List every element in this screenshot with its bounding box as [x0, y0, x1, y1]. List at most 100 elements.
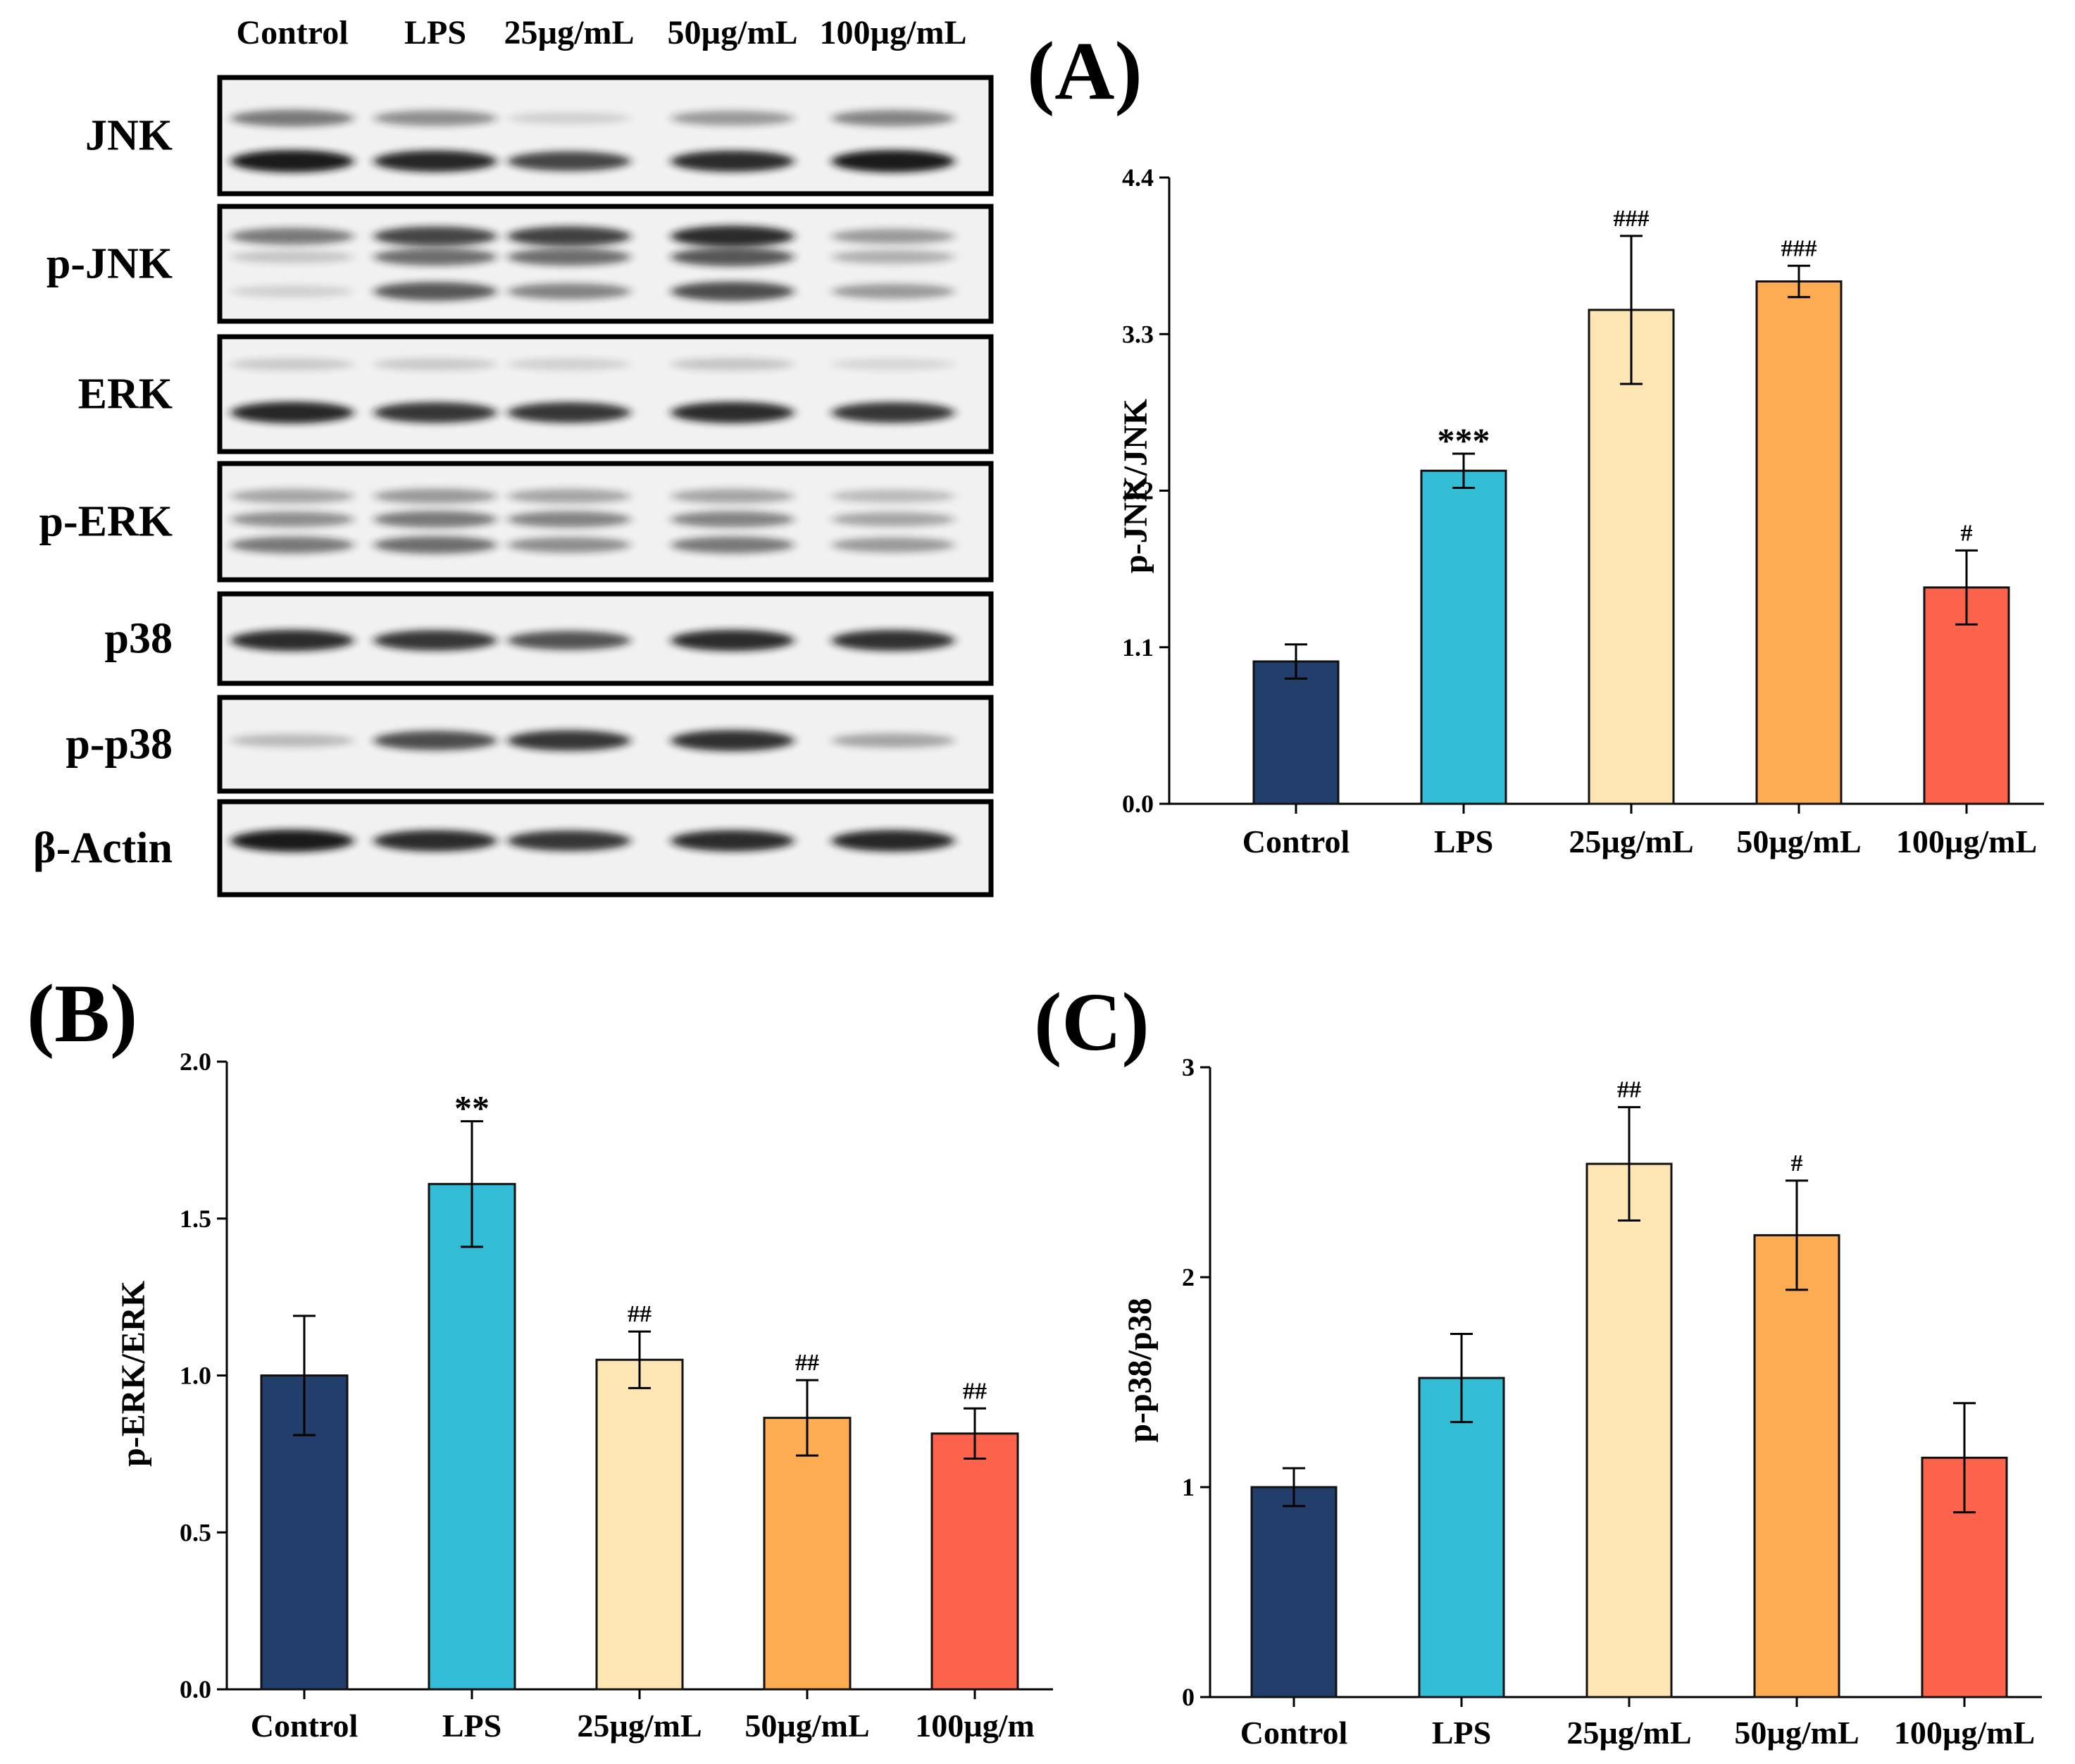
blot-membrane	[217, 75, 994, 197]
y-tick-label: 0.0	[180, 1675, 211, 1703]
blot-band	[831, 402, 955, 423]
x-category-label: LPS	[1434, 824, 1493, 859]
chart-b-p-erk: (B) 0.0 0.5 1.0 1.5 2.0 p-ERK/ERK Control ** LPS…	[27, 967, 1053, 1744]
blot-band	[671, 111, 795, 126]
blot-band	[507, 830, 631, 852]
y-axis-label: p-JNK/JNK	[1117, 399, 1154, 573]
blot-band	[507, 226, 631, 247]
blot-band	[230, 358, 354, 371]
bar	[428, 1183, 516, 1691]
blot-band	[230, 250, 354, 263]
significance-marker: ##	[1617, 1077, 1641, 1103]
chart-a-p-jnk: (A) 0.0 1.1 2.2 3.3 4.4 p-JNK/JNK Control *** LP…	[1027, 25, 2044, 859]
blot-band	[671, 402, 795, 423]
x-category-label: LPS	[442, 1708, 501, 1744]
blot-band	[831, 830, 955, 852]
significance-marker: ##	[628, 1301, 652, 1327]
x-category-label: 50µg/mL	[1736, 824, 1861, 859]
blot-band	[230, 829, 354, 852]
x-category-label: Control	[1242, 824, 1350, 859]
x-category-label: 50µg/mL	[744, 1708, 869, 1744]
blot-band	[507, 402, 631, 423]
x-category-label: LPS	[1432, 1715, 1491, 1751]
blot-band	[230, 285, 354, 297]
blot-membrane	[217, 334, 994, 454]
bar	[1252, 660, 1340, 805]
significance-marker: ##	[795, 1350, 819, 1376]
blot-band	[507, 283, 631, 300]
blot-band	[671, 536, 795, 554]
x-category-label: 25µg/mL	[1566, 1715, 1691, 1751]
blot-band	[373, 830, 497, 852]
blot-row-label: p38	[105, 615, 173, 663]
blot-band	[831, 537, 955, 553]
blot-band	[373, 488, 497, 504]
bar	[1250, 1486, 1338, 1698]
blot-band	[373, 110, 497, 126]
blot-row: p-JNK	[46, 204, 994, 324]
blot-lane-label: 100µg/mL	[820, 14, 967, 51]
blot-band	[831, 250, 955, 264]
x-category-label: 100µg/mL	[1894, 1715, 2035, 1751]
blot-band	[230, 489, 354, 504]
y-tick-label: 0.5	[180, 1518, 211, 1546]
blot-band	[507, 631, 631, 650]
blot-band	[373, 630, 497, 651]
blot-lane-label: 50µg/mL	[668, 14, 798, 51]
y-tick-label: 1.1	[1122, 633, 1154, 662]
y-axis-label: p-p38/p38	[1121, 1298, 1159, 1442]
blot-band	[671, 730, 795, 752]
bar	[1755, 280, 1843, 805]
blot-band	[507, 730, 631, 751]
blot-band	[373, 511, 497, 528]
blot-lane-label: Control	[236, 14, 348, 51]
blot-band	[373, 358, 497, 371]
x-category-label: 100µg/m	[915, 1708, 1035, 1744]
blot-band	[671, 629, 795, 652]
blot-row: p-ERK	[39, 461, 994, 583]
blot-band	[230, 629, 354, 652]
blot-band	[671, 150, 795, 172]
blot-band	[230, 536, 354, 554]
blot-band	[230, 228, 354, 245]
blot-band	[373, 248, 497, 266]
blot-row-label: p-JNK	[46, 240, 173, 288]
blot-band	[831, 489, 955, 503]
y-tick-label: 1.0	[180, 1362, 211, 1390]
blot-row: p-p38	[66, 695, 994, 794]
blot-band	[230, 511, 354, 528]
blot-band	[507, 112, 631, 125]
y-tick-label: 3.3	[1122, 320, 1154, 348]
blot-band	[831, 284, 955, 299]
bar	[930, 1432, 1019, 1691]
blot-band	[507, 489, 631, 504]
blot-band	[507, 511, 631, 528]
bar	[1753, 1234, 1840, 1698]
y-tick-label: 1	[1182, 1473, 1195, 1501]
blot-band	[373, 402, 497, 423]
blot-band	[671, 247, 795, 267]
significance-marker: #	[1791, 1150, 1803, 1176]
blot-band	[507, 151, 631, 171]
chart-c-p-p38: (C) 0 1 2 3 p-p38/p38 Control LPS ## 25µg/mL #50µ…	[1034, 976, 2042, 1751]
western-blot-panel: Control LPS 25µg/mL 50µg/mL 100µg/mL JNK p-JN…	[33, 14, 994, 897]
blot-lane-label: LPS	[404, 14, 466, 51]
x-category-label: 25µg/mL	[1569, 824, 1693, 859]
blot-band	[230, 733, 354, 747]
blot-row: β-Actin	[33, 799, 994, 897]
y-tick-label: 0	[1182, 1683, 1195, 1711]
y-tick-label: 2.2	[1122, 477, 1154, 505]
blot-row-label: β-Actin	[33, 824, 173, 872]
blot-band	[831, 359, 955, 371]
significance-marker: **	[454, 1088, 490, 1128]
significance-marker: ###	[1614, 206, 1650, 232]
bar	[1588, 309, 1675, 805]
y-tick-label: 0.0	[1122, 790, 1154, 818]
blot-band	[671, 489, 795, 504]
bar	[1418, 1377, 1505, 1698]
x-category-label: 100µg/mL	[1896, 824, 2037, 859]
blot-lane-labels: Control LPS 25µg/mL 50µg/mL 100µg/mL	[236, 14, 966, 51]
blot-lane-label: 25µg/mL	[504, 14, 635, 51]
y-axis-label: p-ERK/ERK	[115, 1281, 152, 1467]
significance-marker: ***	[1438, 421, 1490, 460]
